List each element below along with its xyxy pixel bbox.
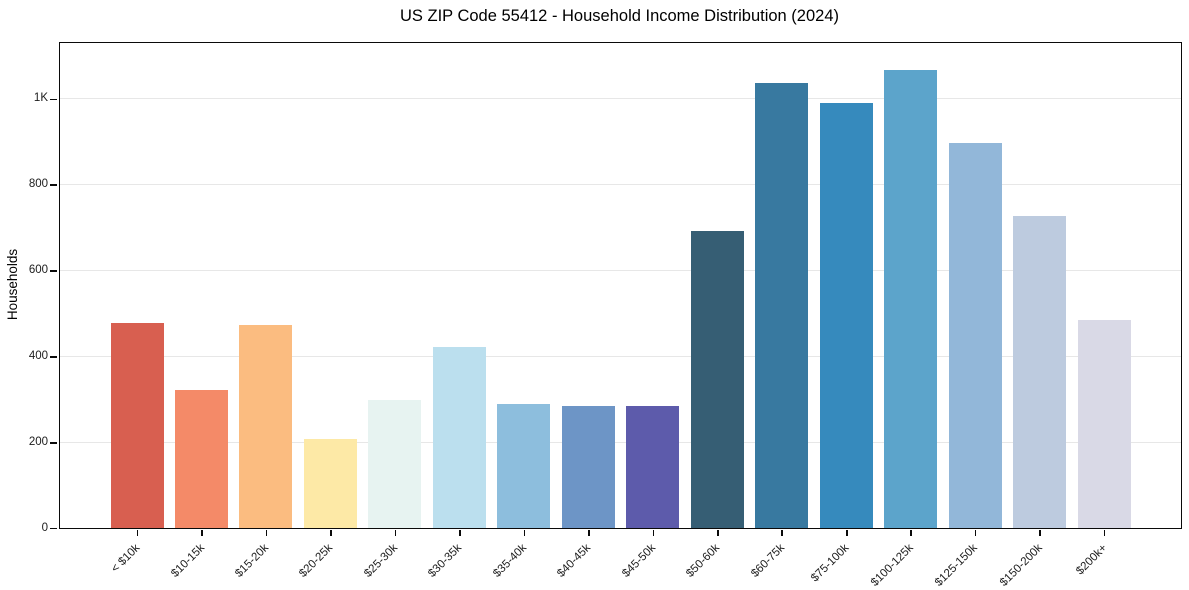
x-tick-label: $75-100k [808, 542, 852, 585]
gridline-y-400 [60, 355, 1181, 357]
x-tick-label: $15-20k [233, 542, 272, 580]
x-tick-label: $25-30k [362, 542, 400, 580]
x-tick-mark [136, 530, 139, 537]
bar-13 [948, 143, 1002, 528]
bar-8 [626, 406, 680, 528]
x-tick-label: $150-200k [997, 542, 1045, 589]
bar-6 [497, 403, 551, 528]
y-tick-mark [50, 270, 58, 272]
gridline-y-200 [60, 441, 1181, 443]
x-tick-mark [1039, 530, 1041, 537]
y-tick-mark [50, 184, 58, 187]
x-tick-mark [845, 530, 848, 537]
bar-4 [368, 399, 422, 528]
y-tick-mark [50, 98, 58, 101]
x-tick-mark [717, 530, 719, 537]
x-tick-label: $60-75k [748, 542, 787, 580]
x-tick-mark [588, 530, 590, 537]
bar-5 [432, 347, 486, 528]
x-tick-mark [781, 530, 784, 537]
gridline-y-800 [60, 184, 1181, 186]
x-tick-mark [523, 530, 526, 537]
gridline-y-1K [60, 98, 1181, 100]
x-tick-label: $45-50k [619, 542, 658, 580]
x-tick-label: $30-35k [426, 542, 465, 580]
x-tick-label: < $10k [108, 542, 143, 576]
y-tick-mark [50, 441, 58, 444]
x-tick-mark [910, 530, 912, 537]
plot-area [59, 42, 1182, 529]
x-tick-mark [652, 530, 655, 537]
x-tick-label: $125-150k [933, 542, 981, 589]
bar-1 [174, 389, 228, 528]
y-axis-label-wrap: Households [0, 42, 26, 527]
chart-title: US ZIP Code 55412 - Household Income Dis… [399, 7, 839, 25]
x-tick-label: $200k+ [1073, 542, 1110, 578]
x-tick-label: $40-45k [555, 542, 594, 580]
y-tick-label: 600 [28, 264, 48, 277]
y-tick-label: 0 [41, 521, 48, 534]
bar-9 [690, 231, 744, 528]
bar-14 [1013, 215, 1067, 528]
x-tick-mark [265, 530, 268, 537]
y-tick-mark [50, 356, 58, 358]
x-tick-mark [459, 530, 461, 537]
gridline-y-600 [60, 269, 1181, 271]
bar-7 [561, 406, 615, 528]
x-tick-label: $50-60k [684, 542, 723, 580]
x-tick-mark [1103, 530, 1106, 537]
x-tick-mark [330, 530, 332, 537]
y-tick-label: 200 [28, 435, 48, 448]
y-tick-label: 800 [28, 178, 48, 191]
bar-11 [819, 102, 873, 528]
x-tick-mark [394, 530, 397, 537]
x-tick-mark [974, 530, 977, 537]
bar-15 [1077, 320, 1131, 528]
x-tick-label: $10-15k [168, 542, 207, 580]
y-tick-label: 400 [28, 349, 48, 362]
y-tick-label: 1K [33, 92, 48, 105]
x-tick-label: $100-125k [868, 542, 916, 589]
x-tick-label: $35-40k [491, 542, 529, 580]
bar-12 [884, 69, 938, 528]
bar-3 [303, 438, 357, 528]
bar-10 [755, 83, 809, 528]
bar-2 [239, 325, 293, 528]
x-tick-mark [201, 530, 203, 537]
y-tick-mark [50, 527, 58, 530]
x-tick-label: $20-25k [297, 542, 336, 580]
bar-0 [110, 322, 164, 528]
y-axis-label: Households [5, 248, 21, 321]
